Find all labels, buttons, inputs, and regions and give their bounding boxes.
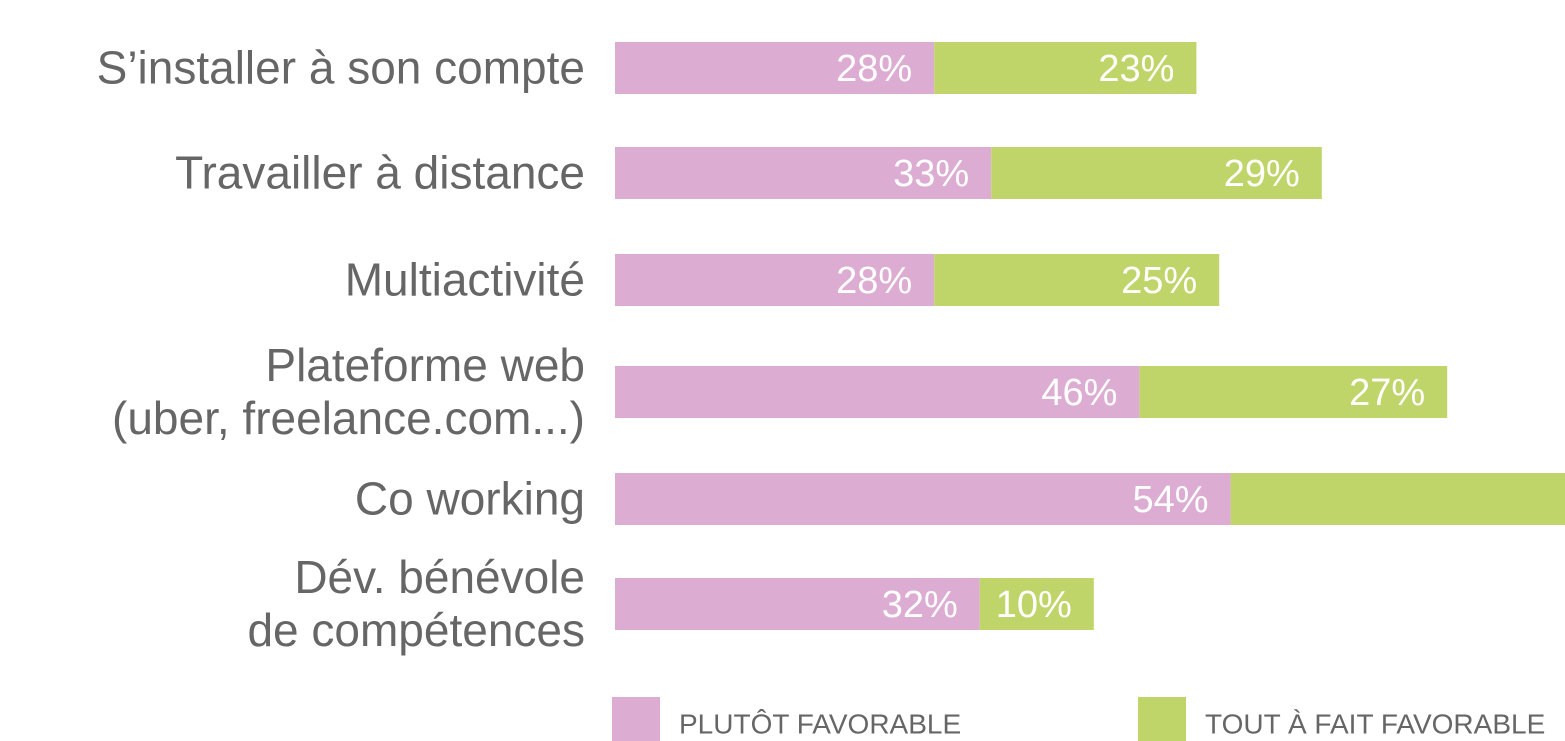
bar-segment <box>1230 473 1565 525</box>
bar-segment <box>615 578 980 630</box>
bar-segment <box>615 473 1231 525</box>
value-label: 28% <box>836 260 912 302</box>
category-label: Plateforme web (uber, freelance.com...) <box>112 339 585 444</box>
legend-swatch <box>612 697 660 741</box>
value-label: 28% <box>836 48 912 90</box>
category-label: Travailler à distance <box>175 146 585 199</box>
category-label: S’installer à son compte <box>96 41 585 94</box>
bar-segment <box>615 366 1140 418</box>
value-label: 10% <box>996 584 1072 626</box>
value-label: 46% <box>1041 372 1117 414</box>
category-label: Multiactivité <box>344 253 585 306</box>
bar-segment <box>991 147 1322 199</box>
bar-segment <box>1139 366 1448 418</box>
value-label: 32% <box>882 584 958 626</box>
bar-segment <box>615 147 992 199</box>
legend-swatch <box>1138 697 1186 741</box>
value-label: 33% <box>893 153 969 195</box>
bar-segment <box>615 42 935 94</box>
legend-label: TOUT À FAIT FAVORABLE <box>1205 708 1545 739</box>
bar-segment <box>934 254 1220 306</box>
value-label: 25% <box>1121 260 1197 302</box>
value-label: 54% <box>1133 479 1209 521</box>
legend-label: PLUTÔT FAVORABLE <box>679 708 961 739</box>
category-label: Co working <box>354 472 585 525</box>
value-label: 27% <box>1349 372 1425 414</box>
category-label: Dév. bénévole de compétences <box>247 551 585 656</box>
value-label: 29% <box>1224 153 1300 195</box>
bar-segment <box>934 42 1197 94</box>
bar-segment <box>979 578 1094 630</box>
value-label: 23% <box>1098 48 1174 90</box>
bar-segment <box>615 254 935 306</box>
